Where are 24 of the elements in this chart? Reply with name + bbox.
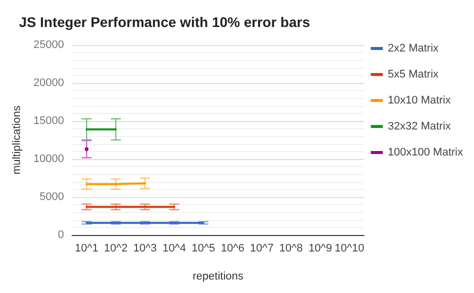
y-tick-label: 10000 — [33, 153, 64, 165]
x-tick-label: 10^10 — [334, 242, 364, 254]
y-tick-label: 5000 — [40, 191, 64, 203]
y-axis-title: multiplications — [11, 104, 24, 175]
x-tick-label: 10^7 — [250, 242, 274, 254]
x-tick-label: 10^5 — [192, 242, 216, 254]
y-tick-label: 20000 — [33, 77, 64, 89]
y-tick-label: 25000 — [33, 39, 64, 51]
legend-label: 100x100 Matrix — [388, 146, 464, 158]
x-tick-label: 10^8 — [279, 242, 303, 254]
y-tick-label: 15000 — [33, 115, 64, 127]
x-tick-label: 10^3 — [133, 242, 157, 254]
y-tick-label: 0 — [58, 229, 64, 241]
chart-title: JS Integer Performance with 10% error bars — [19, 14, 310, 30]
x-axis-title: repetitions — [192, 270, 244, 282]
x-tick-label: 10^9 — [308, 242, 332, 254]
x-tick-label: 10^6 — [220, 242, 244, 254]
legend-label: 2x2 Matrix — [388, 42, 440, 54]
x-tick-label: 10^4 — [162, 242, 186, 254]
x-tick-label: 10^2 — [104, 242, 128, 254]
legend-label: 10x10 Matrix — [388, 94, 452, 106]
x-tick-label: 10^1 — [74, 242, 98, 254]
legend-label: 32x32 Matrix — [388, 120, 452, 132]
legend-label: 5x5 Matrix — [388, 68, 440, 80]
